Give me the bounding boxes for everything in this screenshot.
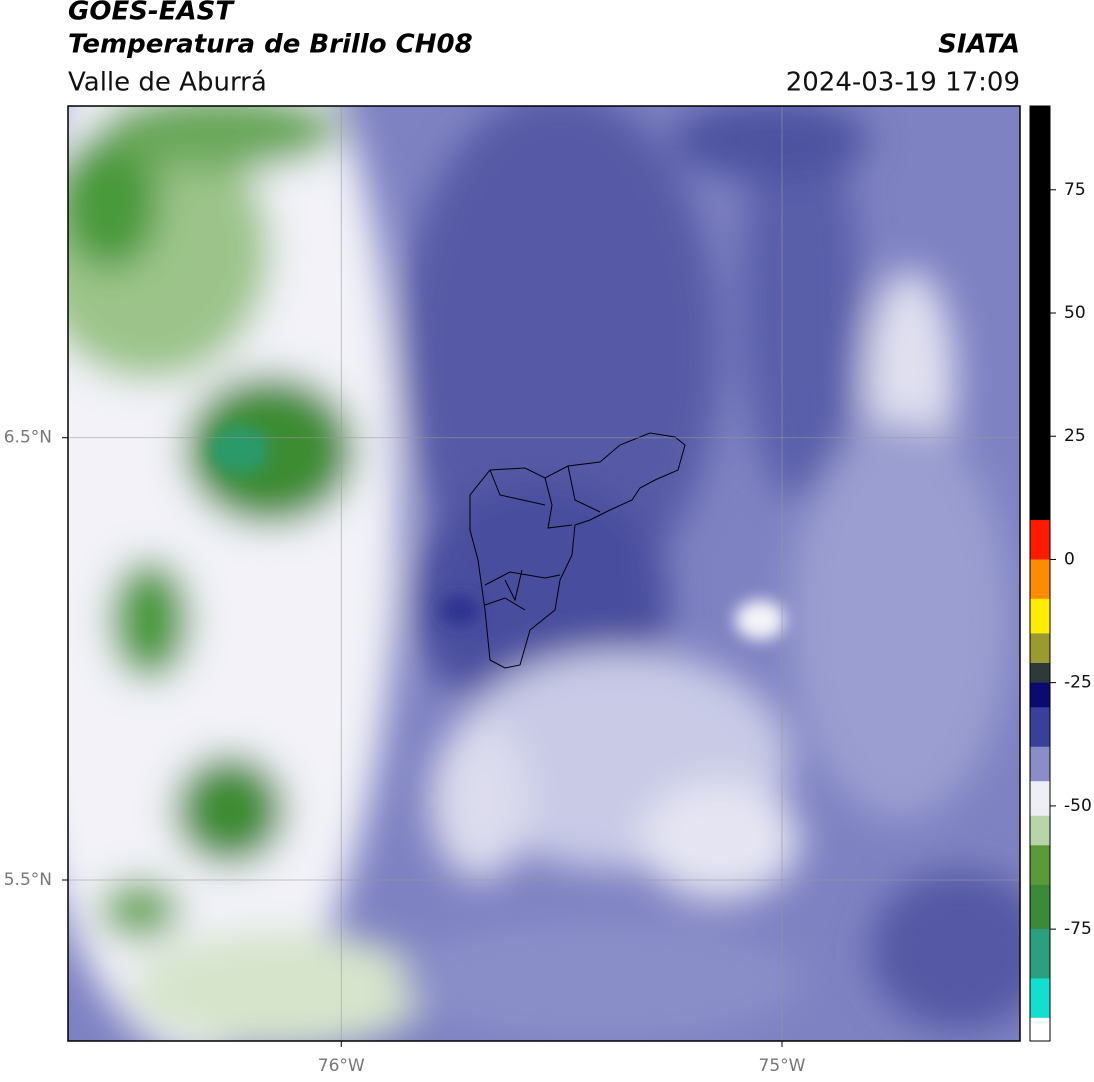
colorbar-segment (1030, 682, 1050, 708)
colorbar-segment (1030, 520, 1050, 560)
region: Valle de Aburrá (68, 68, 267, 98)
colorbar-segment (1030, 707, 1050, 748)
colorbar (1030, 106, 1056, 1042)
colorbar-segment (1030, 929, 1050, 979)
colorbar-segment (1030, 978, 1050, 1019)
graticule (62, 106, 1020, 1047)
colorbar-tick-label: 50 (1064, 303, 1086, 323)
x-tick-label: 75°W (759, 1056, 806, 1076)
colorbar-frame (1029, 105, 1051, 1042)
colorbar-segment (1030, 781, 1050, 817)
colorbar-tick-label: -25 (1064, 673, 1092, 693)
source: SIATA (938, 30, 1020, 60)
colorbar-tick-label: 75 (1064, 180, 1086, 200)
colorbar-segment (1030, 746, 1050, 782)
colorbar-segment (1030, 845, 1050, 886)
colorbar-segment (1030, 598, 1050, 634)
x-tick-label: 76°W (318, 1056, 365, 1076)
y-tick-label: 5.5°N (4, 870, 52, 890)
colorbar-tick-label: 0 (1064, 549, 1075, 569)
colorbar-tick-label: -75 (1064, 919, 1092, 939)
satellite-image (68, 106, 1020, 1041)
colorbar-segment (1030, 662, 1050, 684)
colorbar-segment (1030, 1017, 1050, 1042)
colorbar-segment (1030, 106, 1050, 521)
colorbar-segment (1030, 633, 1050, 664)
title: GOES-EAST (68, 0, 235, 27)
map-frame (67, 105, 1021, 1042)
colorbar-segment (1030, 815, 1050, 846)
subtitle: Temperatura de Brillo CH08 (68, 30, 473, 60)
y-tick-label: 6.5°N (4, 428, 52, 448)
colorbar-segment (1030, 559, 1050, 600)
datetime: 2024-03-19 17:09 (786, 68, 1020, 98)
colorbar-tick-label: 25 (1064, 426, 1086, 446)
colorbar-segment (1030, 884, 1050, 930)
aburra-valley-boundary (469, 432, 686, 669)
colorbar-tick-label: -50 (1064, 796, 1092, 816)
